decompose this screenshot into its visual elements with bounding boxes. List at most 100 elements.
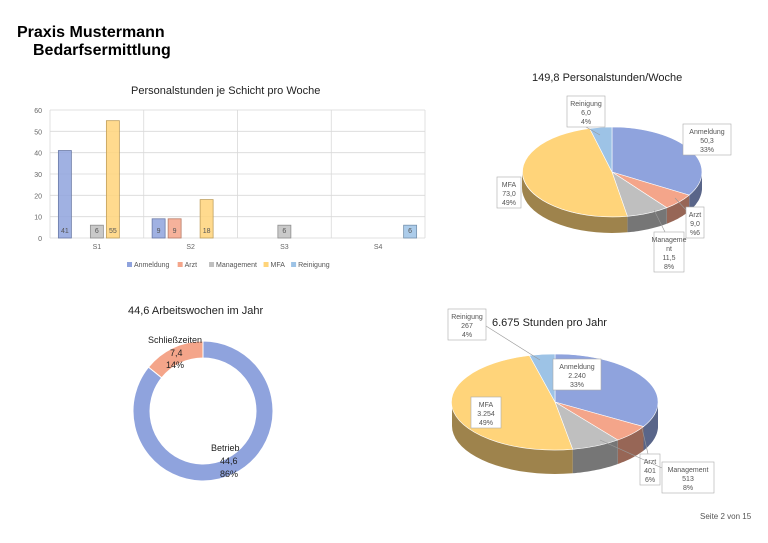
donut-label-name: Betrieb — [211, 443, 240, 453]
legend-label: Reinigung — [298, 262, 330, 269]
legend-label: Anmeldung — [134, 262, 170, 269]
data-callout-label: Anmeldung — [559, 364, 595, 371]
data-callout-label: 2.240 — [568, 373, 586, 380]
data-callout-box — [447, 308, 487, 341]
data-callout-label: 4% — [581, 119, 591, 126]
y-tick-label: 40 — [34, 151, 42, 158]
data-callout-label: 33% — [570, 382, 584, 389]
data-callout-label: 11,5 — [662, 255, 675, 262]
data-callout-box — [682, 123, 732, 156]
pie-side-mfa — [522, 172, 628, 233]
bar — [277, 224, 292, 239]
leader-line — [485, 325, 541, 361]
donut-label-value: 7,4 — [170, 348, 183, 358]
data-callout-label: Reinigung — [451, 314, 483, 321]
data-callout-box — [653, 231, 685, 273]
data-callout-label: 401 — [644, 468, 656, 475]
legend-swatch — [209, 262, 215, 267]
leader-line — [599, 439, 663, 469]
data-callout-label: 8% — [664, 264, 674, 271]
data-callout-box — [496, 176, 522, 209]
data-callout-label: 73,0 — [502, 191, 516, 198]
data-callout-label: MFA — [502, 182, 517, 189]
data-callout-label: 4% — [462, 332, 472, 339]
leader-line — [653, 209, 666, 233]
x-tick-label: S2 — [186, 244, 195, 251]
bar — [151, 218, 166, 239]
data-callout-label: 513 — [682, 476, 694, 483]
legend-swatch — [127, 262, 132, 267]
y-tick-label: 0 — [38, 236, 42, 243]
pie-side-anmeldung — [643, 402, 658, 451]
legend-label: Arzt — [185, 262, 198, 269]
bar-data-label: 41 — [61, 228, 69, 235]
bar-data-label: 18 — [203, 228, 211, 235]
bar-data-label: 6 — [95, 228, 99, 235]
pie-side-arzt — [617, 426, 644, 464]
bar-data-label: 55 — [109, 228, 117, 235]
data-callout-label: %6 — [690, 230, 700, 237]
data-callout-box — [470, 396, 502, 429]
bar-chart-title: Personalstunden je Schicht pro Woche — [131, 85, 321, 97]
donut-title: 44,6 Arbeitswochen im Jahr — [128, 305, 264, 317]
bar-data-label: 9 — [157, 228, 161, 235]
bar — [105, 120, 120, 239]
leader-line — [585, 126, 601, 136]
x-tick-label: S1 — [93, 244, 102, 251]
data-callout-label: 33% — [700, 147, 714, 154]
data-callout-label: 6% — [645, 477, 655, 484]
legend-swatch — [263, 262, 269, 267]
data-callout-label: 9,0 — [690, 221, 700, 228]
data-callout-label: 3.254 — [477, 411, 495, 418]
legend-swatch — [177, 262, 183, 267]
legend-label: MFA — [271, 262, 286, 269]
data-callout-box — [639, 453, 661, 486]
y-tick-label: 50 — [34, 129, 42, 136]
data-callout-label: 8% — [683, 485, 693, 492]
bar-data-label: 9 — [173, 228, 177, 235]
bar — [57, 150, 72, 239]
x-tick-label: S3 — [280, 244, 289, 251]
bar-data-label: 6 — [408, 228, 412, 235]
page-subtitle: Bedarfsermittlung — [33, 42, 171, 59]
pie-year-title: 6.675 Stunden pro Jahr — [492, 317, 607, 329]
data-callout-label: Arzt — [689, 212, 702, 219]
leader-line — [674, 197, 687, 211]
bar-data-label: 6 — [282, 228, 286, 235]
y-tick-label: 20 — [34, 193, 42, 200]
pie-slice-reinigung — [589, 126, 613, 173]
x-tick-label: S4 — [374, 244, 383, 251]
pie-side-arzt — [666, 195, 690, 224]
leader-line — [641, 427, 649, 455]
donut-label-percent: 86% — [220, 469, 238, 479]
y-tick-label: 10 — [34, 215, 42, 222]
donut-label-name: Schließzeiten — [148, 335, 202, 345]
data-callout-label: 49% — [479, 420, 493, 427]
page-number: Seite 2 von 15 — [700, 512, 752, 521]
data-callout-box — [566, 95, 606, 128]
bar — [89, 224, 104, 239]
pie-side-management — [627, 207, 667, 233]
bar — [403, 224, 418, 239]
data-callout-label: Reinigung — [570, 101, 602, 108]
y-tick-label: 30 — [34, 172, 42, 179]
y-tick-label: 60 — [34, 108, 42, 115]
data-callout-box — [552, 358, 602, 391]
data-callout-box — [685, 206, 705, 239]
bar — [167, 218, 182, 239]
data-callout-label: 6,0 — [581, 110, 591, 117]
data-callout-label: Anmeldung — [689, 129, 725, 136]
pie-slice-mfa — [522, 128, 628, 218]
pie-side-mfa — [452, 402, 573, 474]
data-callout-label: MFA — [479, 402, 494, 409]
donut-label-value: 44,6 — [220, 456, 238, 466]
data-callout-label: nt — [666, 246, 672, 253]
pie-slice-reinigung — [528, 353, 556, 403]
bar — [199, 199, 214, 239]
data-callout-label: Management — [668, 467, 709, 474]
data-callout-box — [661, 461, 715, 494]
